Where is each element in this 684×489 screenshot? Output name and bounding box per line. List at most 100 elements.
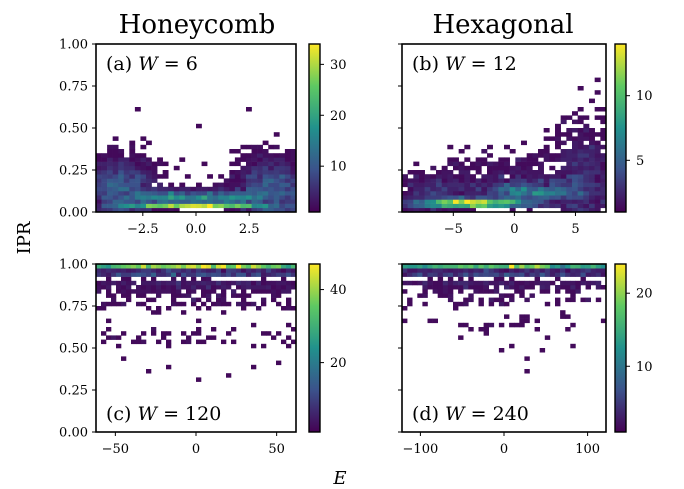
heatmap-cell xyxy=(413,178,420,183)
heatmap-cell xyxy=(284,199,291,204)
heatmap-cell xyxy=(140,170,147,175)
heatmap-cell xyxy=(492,199,499,204)
heatmap-cell xyxy=(256,306,262,311)
heatmap-cell xyxy=(532,161,539,167)
heatmap-cell xyxy=(538,195,544,200)
heatmap-cell xyxy=(101,191,108,196)
heatmap-cell xyxy=(453,182,459,188)
heatmap-cell xyxy=(226,268,232,273)
heatmap-cell xyxy=(572,186,578,192)
heatmap-cell xyxy=(112,165,119,171)
heatmap-cell xyxy=(458,178,465,183)
heatmap-cell xyxy=(447,285,454,290)
heatmap-cell xyxy=(146,165,152,171)
heatmap-cell xyxy=(492,195,499,200)
heatmap-cell xyxy=(543,153,550,158)
heatmap-cell xyxy=(402,191,408,196)
heatmap-cell xyxy=(436,199,442,204)
heatmap-cell xyxy=(481,149,488,154)
heatmap-cell xyxy=(111,268,117,273)
heatmap-cell xyxy=(509,297,515,303)
heatmap-cell xyxy=(543,195,550,200)
heatmap-cell xyxy=(481,199,488,204)
heatmap-cell xyxy=(234,199,241,204)
heatmap-cell xyxy=(432,264,438,269)
heatmap-cell xyxy=(273,174,280,179)
heatmap-cell xyxy=(402,199,408,204)
heatmap-cell xyxy=(526,161,533,167)
heatmap-cell xyxy=(589,191,595,196)
heatmap-cell xyxy=(290,195,297,200)
heatmap-cell xyxy=(458,207,465,213)
heatmap-cell xyxy=(589,161,595,167)
heatmap-cell xyxy=(240,174,247,179)
heatmap-cell xyxy=(430,191,437,196)
heatmap-cell xyxy=(134,199,141,204)
heatmap-cell xyxy=(196,285,202,290)
heatmap-cell xyxy=(118,186,125,192)
heatmap-cell xyxy=(436,195,442,200)
heatmap-cell xyxy=(211,285,217,290)
heatmap-cell xyxy=(560,314,566,319)
heatmap-cell xyxy=(493,297,500,303)
heatmap-cell xyxy=(424,182,431,188)
heatmap-cell xyxy=(519,289,525,294)
heatmap-cell xyxy=(146,203,152,209)
heatmap-cell xyxy=(118,174,125,179)
heatmap-cell xyxy=(498,186,505,192)
heatmap-cell xyxy=(279,191,286,196)
heatmap-cell xyxy=(171,285,177,290)
heatmap-cell xyxy=(240,186,247,192)
heatmap-cell xyxy=(101,186,108,192)
heatmap-cell xyxy=(211,280,217,286)
heatmap-cell xyxy=(483,272,489,277)
heatmap-cell xyxy=(487,203,493,209)
heatmap-cell xyxy=(191,272,197,277)
heatmap-cell xyxy=(251,199,258,204)
heatmap-cell xyxy=(509,174,516,179)
heatmap-cell xyxy=(504,280,510,286)
heatmap-cell xyxy=(123,157,130,162)
heatmap-cell xyxy=(266,264,272,269)
heatmap-cell xyxy=(521,157,527,162)
heatmap-cell xyxy=(478,301,484,307)
heatmap-cell xyxy=(464,170,471,175)
heatmap-cell xyxy=(191,331,197,336)
panel-label-d: (d) W = 240 xyxy=(412,403,529,425)
heatmap-cell xyxy=(212,186,219,192)
heatmap-cell xyxy=(234,203,241,209)
heatmap-cell xyxy=(417,268,423,273)
heatmap-cell xyxy=(129,182,136,188)
heatmap-cell xyxy=(572,182,578,188)
heatmap-cell xyxy=(140,207,147,213)
heatmap-cell xyxy=(424,195,431,200)
heatmap-cell xyxy=(549,272,556,277)
heatmap-cell xyxy=(96,195,102,200)
heatmap-cell xyxy=(262,178,269,183)
heatmap-cell xyxy=(290,182,297,188)
heatmap-cell xyxy=(475,203,482,209)
heatmap-cell xyxy=(572,140,578,146)
heatmap-cell xyxy=(218,195,225,200)
heatmap-cell xyxy=(589,195,595,200)
heatmap-cell xyxy=(151,199,158,204)
heatmap-cell xyxy=(514,322,520,328)
heatmap-cell xyxy=(246,207,252,213)
heatmap-cell xyxy=(262,174,269,179)
heatmap-cell xyxy=(166,364,172,370)
heatmap-cell xyxy=(493,268,500,273)
heatmap-cell xyxy=(96,207,102,213)
heatmap-cell xyxy=(402,306,408,311)
heatmap-cell xyxy=(447,289,454,294)
y-tick-label: 0.25 xyxy=(59,384,88,399)
heatmap-cell xyxy=(101,280,107,286)
heatmap-cell xyxy=(468,297,474,303)
heatmap-cell xyxy=(555,272,561,277)
heatmap-cell xyxy=(151,272,157,277)
heatmap-cell xyxy=(118,153,125,158)
heatmap-cell xyxy=(273,191,280,196)
heatmap-cell xyxy=(442,268,449,273)
heatmap-cell xyxy=(261,343,267,349)
heatmap-cell xyxy=(266,280,272,286)
heatmap-cell xyxy=(123,203,130,209)
